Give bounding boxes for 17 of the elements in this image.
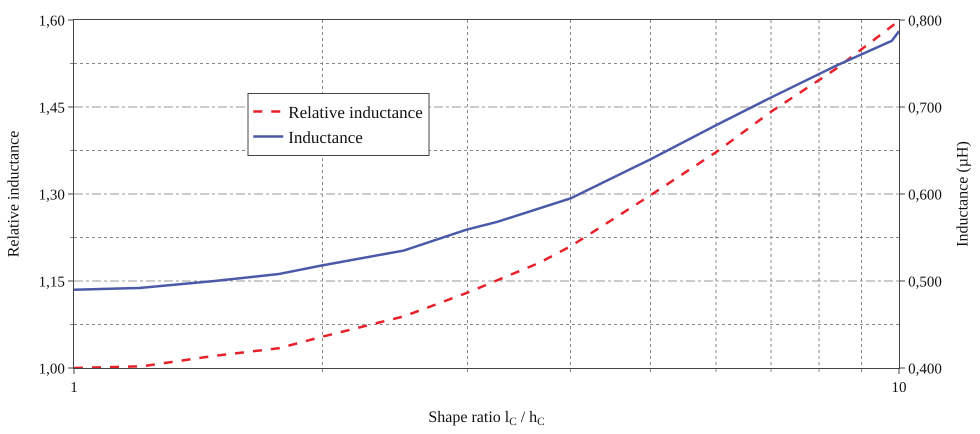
y-tick-label: 1,45 [38,100,65,116]
y2-axis-title: Inductance (µH) [954,141,972,247]
y-tick-label: 1,00 [38,361,65,378]
y2-tick-label: 0,800 [908,13,942,30]
legend-label: Inductance [288,128,363,148]
y-axis-title: Relative inductance [6,130,23,258]
y2-tick-label: 0,600 [908,187,942,204]
y-tick-label: 1,60 [38,13,65,30]
y2-tick-label: 0,700 [908,100,942,116]
y2-tick-label: 0,500 [908,274,942,290]
x-axis-title: Shape ratio l$_{C}$ / h$_{C}$ [428,408,545,428]
x-tick-label: 10 [892,380,906,396]
y2-tick-label: 0,400 [908,361,942,378]
x-tick-label: 1 [70,380,78,396]
legend-label: Relative inductance [288,103,423,122]
y-tick-label: 1,15 [38,274,65,290]
y-tick-label: 1,30 [38,187,65,204]
